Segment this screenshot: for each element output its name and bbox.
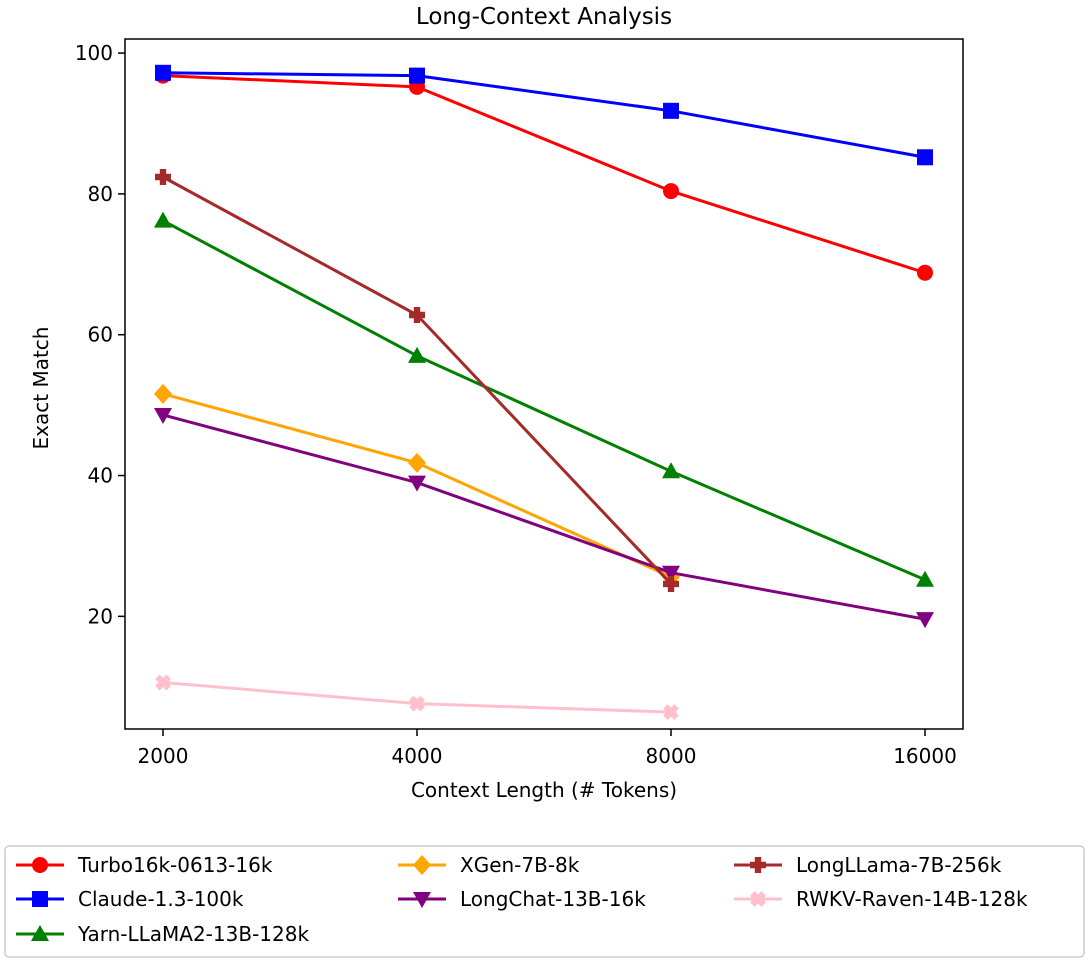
- data-point: [154, 211, 172, 228]
- legend-marker: [31, 925, 49, 941]
- series-line: [162, 175, 673, 585]
- series-yarn-llama2-13b-128k: [154, 211, 934, 587]
- data-point: [408, 452, 426, 473]
- legend-label: RWKV-Raven-14B-128k: [796, 887, 1028, 911]
- legend-label: LongChat-13B-16k: [460, 887, 646, 911]
- legend-entry: LongLLama-7B-256k: [734, 853, 1002, 877]
- data-point: [662, 462, 680, 479]
- legend-marker: [750, 891, 766, 907]
- x-tick-label: 16000: [893, 744, 957, 768]
- data-point: [154, 383, 172, 404]
- legend-entry: LongChat-13B-16k: [398, 887, 646, 911]
- data-point: [662, 565, 680, 582]
- legend-label: Claude-1.3-100k: [78, 887, 244, 911]
- series-rwkv-raven-14b-128k: [155, 674, 679, 721]
- data-point: [916, 570, 934, 587]
- data-point: [408, 475, 426, 492]
- y-tick-label: 20: [88, 604, 113, 628]
- data-point: [409, 695, 425, 712]
- y-tick-label: 100: [75, 41, 113, 65]
- series-longllama-7b-256k: [155, 169, 679, 592]
- data-point: [408, 346, 426, 363]
- data-point: [155, 64, 171, 81]
- legend-entry: Yarn-LLaMA2-13B-128k: [16, 922, 309, 946]
- data-point: [916, 612, 934, 629]
- series-line: [162, 219, 926, 582]
- legend: Turbo16k-0613-16k Claude-1.3-100k Yarn-LLa…: [4, 845, 1085, 958]
- legend-entry: Claude-1.3-100k: [16, 887, 244, 911]
- legend-label: LongLLama-7B-256k: [796, 853, 1002, 877]
- y-tick-label: 40: [88, 464, 113, 488]
- series-line: [162, 74, 926, 275]
- data-point: [663, 704, 679, 721]
- y-tick-label: 60: [88, 323, 113, 347]
- x-axis-label: Context Length (# Tokens): [411, 778, 677, 802]
- data-point: [663, 575, 679, 592]
- data-point: [663, 183, 679, 200]
- series-line: [162, 413, 926, 621]
- legend-label: Turbo16k-0613-16k: [77, 853, 273, 877]
- legend-entry: XGen-7B-8k: [398, 853, 580, 877]
- data-point: [409, 307, 425, 323]
- legend-marker: [750, 857, 766, 873]
- data-point: [917, 149, 933, 166]
- x-tick-label: 8000: [646, 744, 697, 768]
- data-point: [155, 169, 171, 185]
- data-point: [663, 102, 679, 119]
- series-longchat-13b-16k: [154, 407, 934, 629]
- y-axis-label: Exact Match: [29, 327, 53, 450]
- legend-marker: [32, 891, 48, 907]
- data-point: [409, 67, 425, 84]
- legend-marker: [413, 892, 431, 908]
- legend-label: Yarn-LLaMA2-13B-128k: [77, 922, 309, 946]
- legend-label: XGen-7B-8k: [460, 853, 580, 877]
- data-point: [155, 674, 171, 691]
- legend-marker: [32, 857, 48, 873]
- series-turbo16k-0613-16k: [155, 67, 933, 281]
- data-point: [917, 264, 933, 281]
- data-point: [154, 407, 172, 424]
- legend-marker: [413, 855, 431, 875]
- y-tick-label: 80: [88, 182, 113, 206]
- plot-area: 2000 4000 8000 16000 20 40 60 80 100: [75, 38, 964, 768]
- x-tick-label: 4000: [392, 744, 443, 768]
- legend-entry: Turbo16k-0613-16k: [16, 853, 273, 877]
- x-tick-label: 2000: [138, 744, 189, 768]
- series-line: [162, 71, 926, 159]
- plot-frame: [124, 38, 964, 730]
- legend-box: [4, 845, 1085, 958]
- series-claude-1-3-100k: [155, 64, 933, 166]
- legend-entry: RWKV-Raven-14B-128k: [734, 887, 1028, 911]
- chart-title: Long-Context Analysis: [416, 4, 672, 30]
